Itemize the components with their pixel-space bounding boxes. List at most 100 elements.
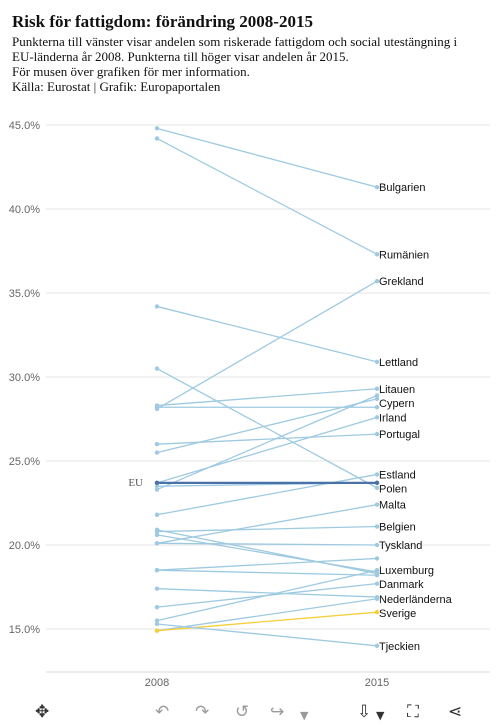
y-tick-label: 35.0% bbox=[9, 288, 40, 300]
country-cypern-point-2008[interactable] bbox=[154, 487, 160, 492]
country-8-point-2008[interactable] bbox=[154, 586, 160, 591]
country-irland-point-2015[interactable] bbox=[374, 415, 380, 420]
country-litauen-point-2008[interactable] bbox=[154, 403, 160, 408]
country-bulgarien-line[interactable] bbox=[156, 127, 378, 188]
country-cypern-point-2015[interactable] bbox=[374, 393, 380, 398]
country-belgien-point-2015[interactable] bbox=[374, 524, 380, 529]
country-tjeckien-point-2008[interactable] bbox=[154, 621, 160, 627]
country-grekland-point-2008[interactable] bbox=[154, 406, 160, 412]
country-belgien-point-2008[interactable] bbox=[154, 529, 160, 534]
chart-header: Risk för fattigdom: förändring 2008-2015… bbox=[12, 12, 492, 94]
country-6-line[interactable] bbox=[156, 557, 378, 571]
country-grekland-point-2015[interactable] bbox=[374, 279, 380, 284]
country-label: Belgien bbox=[379, 522, 416, 534]
country-label: Malta bbox=[379, 500, 407, 512]
country-tjeckien-line[interactable] bbox=[156, 623, 378, 647]
country-4-point-2008[interactable] bbox=[154, 532, 160, 538]
eu-point-2008[interactable] bbox=[154, 480, 160, 486]
country-rumänien-point-2015[interactable] bbox=[374, 252, 380, 257]
dropdown-arrow-icon[interactable]: ▼ bbox=[300, 709, 309, 722]
country-estland-line[interactable] bbox=[156, 473, 378, 516]
country-luxemburg-point-2008[interactable] bbox=[154, 618, 160, 623]
country-7-point-2015[interactable] bbox=[374, 573, 380, 578]
country-nederländerna-line[interactable] bbox=[156, 598, 378, 632]
country-lettland-line[interactable] bbox=[156, 305, 378, 363]
country-7-point-2008[interactable] bbox=[154, 568, 160, 573]
country-label: Luxemburg bbox=[379, 565, 434, 577]
country-malta-point-2015[interactable] bbox=[374, 502, 380, 507]
country-sverige-point-2008[interactable] bbox=[154, 628, 160, 633]
country-7-line[interactable] bbox=[156, 569, 378, 576]
country-8-line[interactable] bbox=[156, 588, 378, 598]
country-portugal-point-2008[interactable] bbox=[154, 442, 160, 447]
x-tick-label: 2008 bbox=[145, 677, 169, 689]
country-estland-point-2015[interactable] bbox=[374, 472, 380, 477]
share-icon[interactable]: ⋖ bbox=[448, 702, 463, 722]
country-label: Cypern bbox=[379, 398, 414, 410]
country-rumänien-point-2008[interactable] bbox=[154, 136, 160, 141]
forward-icon[interactable]: ↪ bbox=[270, 702, 285, 722]
chart-title: Risk för fattigdom: förändring 2008-2015 bbox=[12, 12, 313, 31]
country-litauen-point-2015[interactable] bbox=[374, 386, 380, 391]
country-1-point-2015[interactable] bbox=[374, 405, 380, 410]
country-tjeckien-point-2015[interactable] bbox=[374, 643, 380, 648]
revert-icon[interactable]: ↺ bbox=[235, 702, 250, 722]
move-icon[interactable]: ✥ bbox=[35, 702, 50, 722]
country-label: Estland bbox=[379, 469, 416, 481]
redo-icon[interactable]: ↷ bbox=[195, 702, 210, 722]
country-tyskland-point-2015[interactable] bbox=[374, 542, 380, 548]
toolbar: ✥ ↶ ↷ ↺ ↪ ▼ ⇩ ▼ ⛶ ⋖ bbox=[0, 700, 500, 727]
country-label: Grekland bbox=[379, 276, 424, 288]
country-portugal-point-2015[interactable] bbox=[374, 431, 380, 437]
country-6-point-2015[interactable] bbox=[374, 556, 380, 561]
country-polen-point-2015[interactable] bbox=[374, 485, 380, 491]
country-irland-line[interactable] bbox=[156, 416, 378, 484]
y-tick-label: 45.0% bbox=[9, 120, 40, 132]
country-nederländerna-point-2015[interactable] bbox=[374, 596, 380, 601]
country-danmark-point-2008[interactable] bbox=[154, 604, 160, 610]
country-2-point-2008[interactable] bbox=[154, 450, 160, 455]
country-label: Polen bbox=[379, 483, 407, 495]
country-tyskland-line[interactable] bbox=[156, 542, 378, 546]
country-5-line[interactable] bbox=[156, 529, 378, 575]
country-3-point-2008[interactable] bbox=[154, 484, 160, 489]
country-rumänien-line[interactable] bbox=[156, 137, 378, 255]
country-estland-point-2008[interactable] bbox=[154, 512, 160, 517]
country-lettland-point-2015[interactable] bbox=[374, 359, 380, 365]
country-label: Tjeckien bbox=[379, 641, 420, 653]
country-grekland-line[interactable] bbox=[156, 280, 378, 410]
country-label: Nederländerna bbox=[379, 594, 453, 606]
country-cypern-line[interactable] bbox=[156, 394, 378, 491]
country-sverige-point-2015[interactable] bbox=[374, 610, 380, 615]
country-bulgarien-point-2008[interactable] bbox=[154, 126, 160, 131]
country-label: Litauen bbox=[379, 384, 415, 396]
slope-chart[interactable]: 45.0% 40.0% 35.0% 30.0% 25.0% 20.0% 15.0% 2008 2… bbox=[0, 100, 500, 700]
country-bulgarien-point-2015[interactable] bbox=[374, 184, 380, 190]
country-luxemburg-point-2015[interactable] bbox=[374, 568, 380, 573]
description-line-1: Punkterna till vänster visar andelen som… bbox=[12, 34, 458, 49]
country-2-line[interactable] bbox=[156, 398, 378, 454]
country-danmark-point-2015[interactable] bbox=[374, 581, 380, 586]
country-polen-point-2008[interactable] bbox=[154, 366, 160, 371]
country-malta-line[interactable] bbox=[156, 504, 378, 544]
y-tick-label: 30.0% bbox=[9, 372, 40, 384]
dropdown-arrow-icon[interactable]: ▼ bbox=[376, 709, 385, 722]
y-tick-label: 25.0% bbox=[9, 456, 40, 468]
eu-point-2015[interactable] bbox=[374, 480, 380, 486]
country-label: Bulgarien bbox=[379, 182, 425, 194]
country-belgien-line[interactable] bbox=[156, 525, 378, 533]
description-line-2: EU-länderna år 2008. Punkterna till höge… bbox=[12, 49, 349, 64]
country-label: Danmark bbox=[379, 579, 424, 591]
country-2-point-2015[interactable] bbox=[374, 396, 380, 402]
country-danmark-line[interactable] bbox=[156, 582, 378, 608]
download-icon[interactable]: ⇩ bbox=[357, 702, 372, 722]
country-litauen-line[interactable] bbox=[156, 388, 378, 407]
fullscreen-icon[interactable]: ⛶ bbox=[407, 702, 419, 722]
country-tyskland-point-2008[interactable] bbox=[154, 541, 160, 546]
undo-icon[interactable]: ↶ bbox=[155, 702, 170, 722]
country-polen-line[interactable] bbox=[156, 368, 378, 489]
eu-label: EU bbox=[128, 477, 143, 489]
country-lettland-point-2008[interactable] bbox=[154, 304, 160, 309]
country-portugal-line[interactable] bbox=[156, 433, 378, 445]
country-4-line[interactable] bbox=[156, 534, 378, 573]
